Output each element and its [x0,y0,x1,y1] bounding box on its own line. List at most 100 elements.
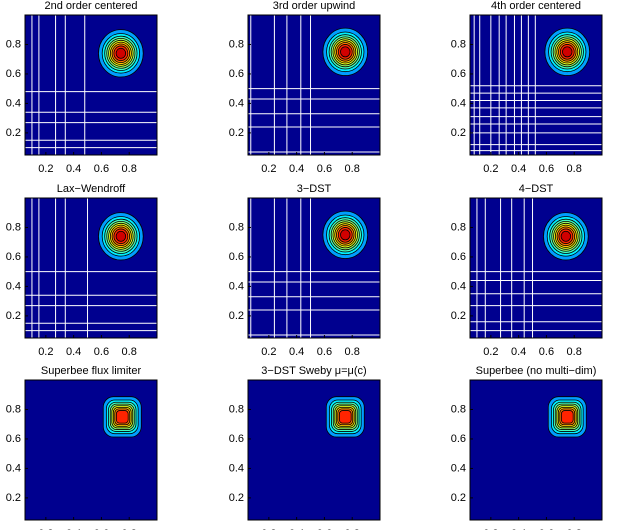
x-tick-label: 0.6 [94,163,109,175]
y-tick-label: 0.6 [451,433,466,445]
y-tick-label: 0.2 [229,492,244,504]
x-tick-label: 0.2 [261,163,276,175]
y-tick-label: 0.2 [6,310,21,322]
y-tick-label: 0.2 [451,492,466,504]
y-tick-label: 0.6 [451,251,466,263]
panel-title: 3−DST [297,183,332,195]
x-tick-label: 0.4 [66,346,81,358]
x-tick-label: 0.2 [483,346,498,358]
axes-frame [469,379,603,521]
x-tick-label: 0.8 [567,346,582,358]
y-tick-label: 0.2 [229,127,244,139]
plot-area [470,380,602,520]
y-tick-label: 0.6 [451,68,466,80]
x-tick-label: 0.8 [345,346,360,358]
panel-title: 4−DST [519,183,554,195]
plot-background [470,198,602,338]
axes-frame [469,14,603,156]
plot-area [25,380,157,520]
y-tick-label: 0.8 [6,221,21,233]
x-tick-label: 0.6 [94,346,109,358]
y-tick-label: 0.8 [451,221,466,233]
x-tick-label: 0.2 [38,163,53,175]
x-tick-label: 0.4 [511,346,526,358]
y-tick-label: 0.8 [451,403,466,415]
axes-frame [24,379,158,521]
contour-level [340,229,351,241]
y-tick-label: 0.6 [229,68,244,80]
y-tick-label: 0.4 [229,462,244,474]
y-tick-label: 0.2 [6,127,21,139]
y-tick-label: 0.6 [229,433,244,445]
x-tick-label: 0.6 [539,346,554,358]
contour-level [560,230,572,242]
y-tick-label: 0.4 [6,280,21,292]
x-tick-label: 0.2 [38,346,53,358]
x-tick-label: 0.4 [511,528,526,530]
x-tick-label: 0.6 [539,163,554,175]
plot-area [248,15,380,155]
plot-area [25,198,157,338]
y-tick-label: 0.8 [229,403,244,415]
plot-area [248,380,380,520]
contour-level [115,410,129,424]
y-tick-label: 0.6 [6,433,21,445]
y-tick-label: 0.4 [451,97,466,109]
contour-level [340,46,351,58]
plot-area [470,15,602,155]
plot-background [25,15,157,155]
axes-frame [247,197,381,339]
y-tick-label: 0.2 [6,492,21,504]
contour-level [115,230,127,242]
x-tick-label: 0.4 [289,528,304,530]
axes-frame [469,197,603,339]
x-tick-label: 0.4 [66,528,81,530]
x-tick-label: 0.2 [261,346,276,358]
x-tick-label: 0.6 [317,528,332,530]
axes-frame [24,14,158,156]
panel-title: 4th order centered [491,0,581,12]
y-tick-label: 0.8 [229,38,244,50]
x-tick-label: 0.8 [122,163,137,175]
x-tick-label: 0.2 [483,528,498,530]
x-tick-label: 0.2 [38,528,53,530]
panel-title: Superbee flux limiter [41,365,142,377]
x-tick-label: 0.4 [289,163,304,175]
y-tick-label: 0.2 [451,127,466,139]
y-tick-label: 0.2 [229,310,244,322]
panel-title: 3−DST Sweby μ=μ(c) [261,365,366,377]
x-tick-label: 0.8 [345,163,360,175]
plot-background [25,198,157,338]
contour-level [560,410,574,424]
y-tick-label: 0.4 [451,280,466,292]
x-tick-label: 0.8 [567,163,582,175]
x-tick-label: 0.4 [66,163,81,175]
plot-area [25,15,157,155]
y-tick-label: 0.8 [6,403,21,415]
y-tick-label: 0.4 [229,97,244,109]
plot-area [248,198,380,338]
axes-frame [24,197,158,339]
x-tick-label: 0.4 [511,163,526,175]
y-tick-label: 0.4 [451,462,466,474]
y-tick-label: 0.4 [6,97,21,109]
y-tick-label: 0.8 [451,38,466,50]
x-tick-label: 0.4 [289,346,304,358]
y-tick-label: 0.4 [229,280,244,292]
contour-level [115,47,127,59]
plot-area [470,198,602,338]
y-tick-label: 0.8 [229,221,244,233]
contour-level [562,46,573,58]
y-tick-label: 0.4 [6,462,21,474]
x-tick-label: 0.6 [317,346,332,358]
x-tick-label: 0.6 [317,163,332,175]
y-tick-label: 0.2 [451,310,466,322]
x-tick-label: 0.2 [261,528,276,530]
x-tick-label: 0.8 [122,346,137,358]
x-tick-label: 0.6 [539,528,554,530]
x-tick-label: 0.8 [345,528,360,530]
x-tick-label: 0.6 [94,528,109,530]
axes-frame [247,379,381,521]
y-tick-label: 0.6 [6,251,21,263]
